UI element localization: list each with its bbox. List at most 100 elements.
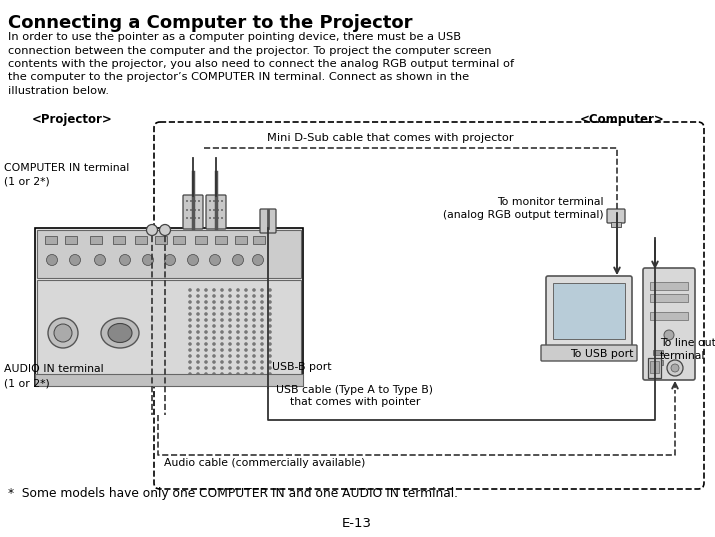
Text: (analog RGB output terminal): (analog RGB output terminal) xyxy=(443,210,604,220)
Bar xyxy=(653,350,663,355)
Circle shape xyxy=(213,217,215,219)
Circle shape xyxy=(236,360,240,364)
Circle shape xyxy=(236,366,240,370)
Circle shape xyxy=(260,372,264,376)
Circle shape xyxy=(236,342,240,346)
Circle shape xyxy=(196,294,199,298)
Circle shape xyxy=(245,318,248,322)
Bar xyxy=(650,361,659,373)
Circle shape xyxy=(228,354,232,358)
Circle shape xyxy=(252,360,256,364)
Circle shape xyxy=(245,312,248,316)
Bar xyxy=(45,236,57,244)
Bar xyxy=(135,236,147,244)
Circle shape xyxy=(220,288,224,292)
Circle shape xyxy=(188,372,192,376)
Bar xyxy=(253,236,265,244)
Circle shape xyxy=(252,366,256,370)
Text: <Projector>: <Projector> xyxy=(31,113,112,126)
Circle shape xyxy=(196,312,199,316)
Circle shape xyxy=(221,209,223,211)
Circle shape xyxy=(204,294,208,298)
Circle shape xyxy=(268,372,272,376)
Circle shape xyxy=(268,342,272,346)
Bar xyxy=(611,222,621,227)
Circle shape xyxy=(204,354,208,358)
Circle shape xyxy=(268,294,272,298)
Circle shape xyxy=(188,330,192,334)
Circle shape xyxy=(260,330,264,334)
Circle shape xyxy=(260,348,264,352)
Circle shape xyxy=(252,312,256,316)
Text: Mini D-Sub cable that comes with projector: Mini D-Sub cable that comes with project… xyxy=(267,133,513,143)
Circle shape xyxy=(252,348,256,352)
Circle shape xyxy=(228,348,232,352)
Bar xyxy=(648,358,661,378)
Circle shape xyxy=(268,312,272,316)
Circle shape xyxy=(48,318,78,348)
Circle shape xyxy=(260,294,264,298)
Circle shape xyxy=(217,217,219,219)
Text: E-13: E-13 xyxy=(342,517,372,530)
Circle shape xyxy=(190,209,192,211)
Circle shape xyxy=(228,288,232,292)
Circle shape xyxy=(245,336,248,340)
Circle shape xyxy=(236,354,240,358)
Circle shape xyxy=(204,348,208,352)
Circle shape xyxy=(228,324,232,328)
Circle shape xyxy=(245,306,248,310)
Circle shape xyxy=(245,288,248,292)
FancyBboxPatch shape xyxy=(183,195,203,229)
Circle shape xyxy=(260,354,264,358)
Circle shape xyxy=(245,294,248,298)
Circle shape xyxy=(252,318,256,322)
Circle shape xyxy=(204,336,208,340)
Circle shape xyxy=(147,224,157,236)
Circle shape xyxy=(196,348,199,352)
Text: connection between the computer and the projector. To project the computer scree: connection between the computer and the … xyxy=(8,46,491,55)
Circle shape xyxy=(212,300,216,304)
FancyBboxPatch shape xyxy=(541,345,637,361)
Circle shape xyxy=(260,360,264,364)
Text: USB-B port: USB-B port xyxy=(272,362,332,372)
Circle shape xyxy=(232,255,244,265)
Circle shape xyxy=(46,255,57,265)
Bar xyxy=(650,294,688,302)
Bar xyxy=(35,374,303,386)
Circle shape xyxy=(260,288,264,292)
FancyBboxPatch shape xyxy=(546,276,632,348)
Circle shape xyxy=(209,217,211,219)
Text: COMPUTER IN terminal
(1 or 2*): COMPUTER IN terminal (1 or 2*) xyxy=(4,163,129,187)
Circle shape xyxy=(268,288,272,292)
Circle shape xyxy=(236,372,240,376)
Circle shape xyxy=(209,209,211,211)
FancyBboxPatch shape xyxy=(206,195,226,229)
Bar xyxy=(215,236,227,244)
Circle shape xyxy=(220,360,224,364)
Circle shape xyxy=(245,330,248,334)
Text: Connecting a Computer to the Projector: Connecting a Computer to the Projector xyxy=(8,14,413,32)
Circle shape xyxy=(204,342,208,346)
Circle shape xyxy=(260,312,264,316)
Circle shape xyxy=(190,200,192,202)
Circle shape xyxy=(268,366,272,370)
Text: USB cable (Type A to Type B): USB cable (Type A to Type B) xyxy=(277,385,433,395)
Circle shape xyxy=(228,360,232,364)
Circle shape xyxy=(204,330,208,334)
Circle shape xyxy=(245,348,248,352)
Circle shape xyxy=(268,336,272,340)
Circle shape xyxy=(186,217,188,219)
Circle shape xyxy=(268,354,272,358)
Circle shape xyxy=(260,318,264,322)
Circle shape xyxy=(213,209,215,211)
Circle shape xyxy=(220,300,224,304)
Circle shape xyxy=(228,330,232,334)
Circle shape xyxy=(196,366,199,370)
Circle shape xyxy=(268,318,272,322)
Circle shape xyxy=(196,342,199,346)
Circle shape xyxy=(196,288,199,292)
Circle shape xyxy=(245,342,248,346)
Circle shape xyxy=(268,300,272,304)
Circle shape xyxy=(236,336,240,340)
Circle shape xyxy=(188,336,192,340)
